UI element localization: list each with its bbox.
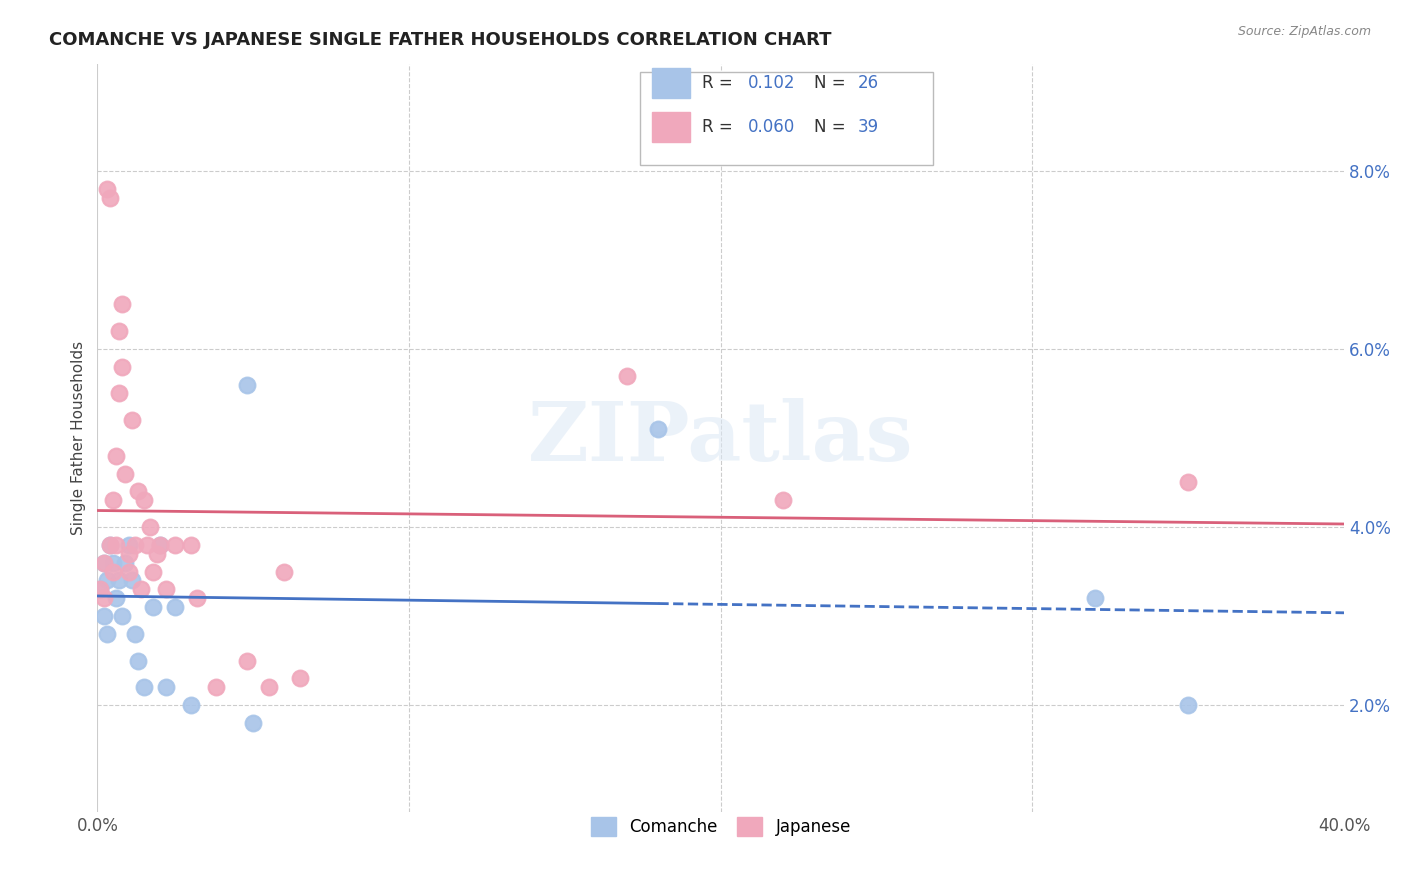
Point bbox=[132, 493, 155, 508]
Point bbox=[93, 556, 115, 570]
Point bbox=[101, 556, 124, 570]
Point bbox=[129, 582, 152, 597]
Point bbox=[149, 538, 172, 552]
Point bbox=[1177, 698, 1199, 712]
FancyBboxPatch shape bbox=[640, 71, 932, 165]
FancyBboxPatch shape bbox=[652, 68, 689, 98]
Point bbox=[242, 715, 264, 730]
Point bbox=[647, 422, 669, 436]
Text: N =: N = bbox=[814, 118, 851, 136]
Point bbox=[772, 493, 794, 508]
Point bbox=[117, 547, 139, 561]
Point bbox=[155, 582, 177, 597]
Point bbox=[180, 698, 202, 712]
FancyBboxPatch shape bbox=[652, 112, 689, 142]
Point bbox=[93, 556, 115, 570]
Point bbox=[149, 538, 172, 552]
Point bbox=[105, 591, 128, 606]
Point bbox=[93, 609, 115, 624]
Point bbox=[165, 538, 187, 552]
Point bbox=[117, 538, 139, 552]
Point bbox=[186, 591, 208, 606]
Legend: Comanche, Japanese: Comanche, Japanese bbox=[582, 809, 859, 845]
Point bbox=[127, 484, 149, 499]
Text: 0.060: 0.060 bbox=[748, 118, 796, 136]
Point bbox=[111, 297, 134, 311]
Point bbox=[101, 493, 124, 508]
Point bbox=[121, 574, 143, 588]
Text: R =: R = bbox=[702, 74, 738, 92]
Point bbox=[204, 680, 226, 694]
Point bbox=[98, 538, 121, 552]
Point bbox=[136, 538, 159, 552]
Point bbox=[96, 182, 118, 196]
Point bbox=[165, 600, 187, 615]
Text: 0.102: 0.102 bbox=[748, 74, 796, 92]
Point bbox=[105, 538, 128, 552]
Point bbox=[288, 671, 311, 685]
Point bbox=[108, 324, 131, 338]
Text: R =: R = bbox=[702, 118, 738, 136]
Point bbox=[155, 680, 177, 694]
Point bbox=[1084, 591, 1107, 606]
Point bbox=[616, 368, 638, 383]
Point bbox=[89, 582, 111, 597]
Point bbox=[105, 449, 128, 463]
Point bbox=[114, 556, 136, 570]
Point bbox=[93, 591, 115, 606]
Point bbox=[124, 627, 146, 641]
Point bbox=[89, 582, 111, 597]
Point bbox=[98, 191, 121, 205]
Text: 26: 26 bbox=[858, 74, 879, 92]
Point bbox=[117, 565, 139, 579]
Point bbox=[132, 680, 155, 694]
Text: Source: ZipAtlas.com: Source: ZipAtlas.com bbox=[1237, 25, 1371, 38]
Point bbox=[98, 538, 121, 552]
Point bbox=[273, 565, 295, 579]
Point bbox=[127, 654, 149, 668]
Y-axis label: Single Father Households: Single Father Households bbox=[72, 341, 86, 535]
Point bbox=[108, 386, 131, 401]
Point bbox=[236, 654, 259, 668]
Point bbox=[124, 538, 146, 552]
Point bbox=[1177, 475, 1199, 490]
Point bbox=[142, 600, 165, 615]
Text: N =: N = bbox=[814, 74, 851, 92]
Point bbox=[145, 547, 167, 561]
Point bbox=[236, 377, 259, 392]
Point bbox=[114, 467, 136, 481]
Text: COMANCHE VS JAPANESE SINGLE FATHER HOUSEHOLDS CORRELATION CHART: COMANCHE VS JAPANESE SINGLE FATHER HOUSE… bbox=[49, 31, 832, 49]
Point bbox=[180, 538, 202, 552]
Point bbox=[121, 413, 143, 427]
Point bbox=[101, 565, 124, 579]
Point bbox=[96, 574, 118, 588]
Point bbox=[108, 574, 131, 588]
Point bbox=[96, 627, 118, 641]
Point bbox=[139, 520, 162, 534]
Text: 39: 39 bbox=[858, 118, 879, 136]
Point bbox=[111, 609, 134, 624]
Text: ZIPatlas: ZIPatlas bbox=[529, 398, 914, 478]
Point bbox=[142, 565, 165, 579]
Point bbox=[257, 680, 280, 694]
Point bbox=[111, 359, 134, 374]
